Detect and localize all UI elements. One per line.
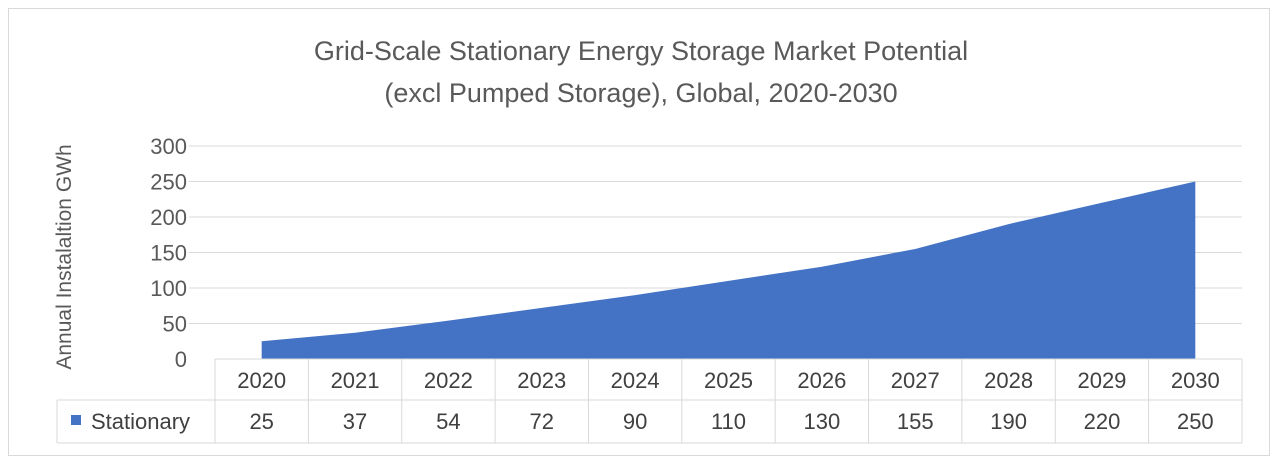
legend-label-stationary: Stationary [91,409,190,434]
x-tick-label: 2023 [517,368,566,393]
x-tick-label: 2025 [704,368,753,393]
data-table-value: 220 [1084,409,1121,434]
data-table-value: 190 [990,409,1027,434]
area-series-stationary [261,181,1196,359]
x-tick-label: 2026 [797,368,846,393]
data-table-value: 54 [436,409,460,434]
x-tick-label: 2022 [424,368,473,393]
chart-frame: Grid-Scale Stationary Energy Storage Mar… [8,8,1270,456]
x-tick-label: 2021 [331,368,380,393]
legend-key-stationary [71,415,81,425]
y-tick-label: 300 [150,134,187,159]
data-table-value: 37 [343,409,367,434]
data-table-value: 130 [804,409,841,434]
y-tick-label: 100 [150,276,187,301]
x-tick-label: 2024 [611,368,660,393]
chart-title-line-1: Grid-Scale Stationary Energy Storage Mar… [314,36,968,66]
y-tick-label: 150 [150,241,187,266]
data-table-value: 155 [897,409,934,434]
data-table-value: 90 [623,409,647,434]
y-tick-label: 200 [150,205,187,230]
data-table-value: 250 [1177,409,1214,434]
data-table-value: 110 [711,409,746,434]
y-tick-label: 50 [163,312,187,337]
data-table-value: 72 [530,409,554,434]
x-tick-label: 2027 [891,368,940,393]
y-tick-label: 250 [150,170,187,195]
y-axis-label: Annual Instalaltion GWh [53,144,76,369]
x-tick-label: 2030 [1171,368,1220,393]
y-tick-label: 0 [175,347,187,372]
x-tick-label: 2029 [1077,368,1126,393]
area-chart: Grid-Scale Stationary Energy Storage Mar… [53,36,1243,444]
chart-title-line-2: (excl Pumped Storage), Global, 2020-2030 [384,78,897,108]
x-tick-label: 2020 [237,368,286,393]
x-tick-label: 2028 [984,368,1033,393]
data-table-value: 25 [249,409,273,434]
